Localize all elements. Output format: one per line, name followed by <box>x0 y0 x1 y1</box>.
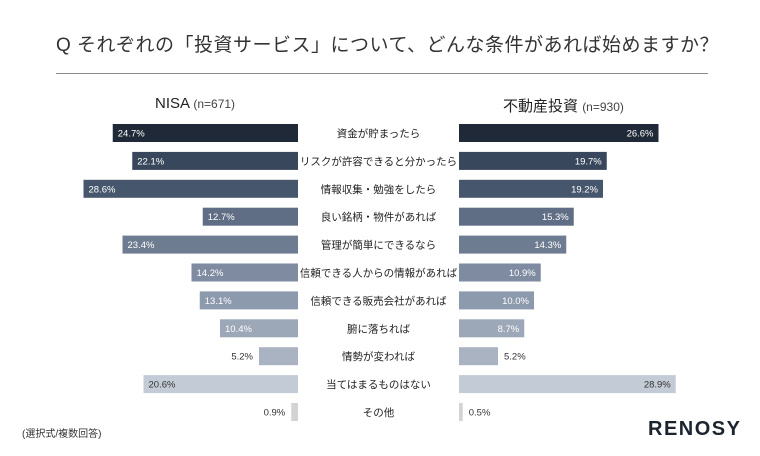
category-label: 資金が貯まったら <box>337 127 421 140</box>
question-title: Q それぞれの「投資サービス」について、どんな条件があれば始めますか？ <box>56 35 720 56</box>
nisa-bar <box>291 403 298 421</box>
category-label: 情勢が変われば <box>342 350 415 363</box>
real-estate-value-label: 14.3% <box>534 240 561 251</box>
real-estate-bar <box>459 375 676 394</box>
real-estate-value-label: 26.6% <box>627 129 654 140</box>
real-estate-value-label: 19.2% <box>571 184 598 195</box>
nisa-value-label: 28.6% <box>89 184 116 195</box>
real-estate-bar <box>459 319 525 338</box>
nisa-value-label: 14.2% <box>197 268 224 279</box>
real-estate-value-label: 10.0% <box>502 296 529 307</box>
real-estate-bar <box>459 235 567 254</box>
nisa-bar <box>122 235 298 254</box>
category-label: リスクが許容できると分かったら <box>300 155 457 168</box>
real-estate-bar <box>459 263 541 282</box>
real-estate-header-n: (n=930) <box>582 100 624 114</box>
renosy-logo: RENOSY <box>648 418 742 440</box>
footnote: (選択式/複数回答) <box>22 429 102 440</box>
nisa-bar <box>202 207 298 226</box>
real-estate-value-label: 19.7% <box>575 156 602 167</box>
real-estate-bar <box>459 124 659 142</box>
real-estate-value-label: 28.9% <box>644 380 671 391</box>
nisa-header: NISA (n=671) <box>155 95 235 112</box>
nisa-value-label: 10.4% <box>225 324 252 335</box>
nisa-header-name: NISA <box>155 95 190 112</box>
nisa-bar <box>199 291 298 310</box>
nisa-value-label: 20.6% <box>149 380 176 391</box>
real-estate-bar <box>459 291 534 310</box>
nisa-header-n: (n=671) <box>193 97 236 111</box>
category-label: 腑に落ちれば <box>347 322 410 335</box>
nisa-bar <box>259 347 298 366</box>
nisa-value-label: 23.4% <box>128 240 155 251</box>
nisa-bar <box>132 151 298 170</box>
real-estate-bar <box>459 151 607 170</box>
nisa-bar <box>143 375 298 394</box>
category-label: 信頼できる販売会社があれば <box>310 294 447 307</box>
nisa-value-label: 24.7% <box>118 129 145 140</box>
category-label: 情報収集・勉強をしたら <box>321 183 437 196</box>
category-label: 当てはまるものはない <box>326 378 431 391</box>
real-estate-bar <box>459 403 463 421</box>
real-estate-value-label: 15.3% <box>542 212 569 223</box>
nisa-value-label: 13.1% <box>205 296 232 307</box>
nisa-bar <box>83 179 298 198</box>
category-label: 管理が簡単にできるなら <box>321 239 436 252</box>
real-estate-bar <box>459 207 574 226</box>
nisa-value-label: 0.9% <box>264 408 286 419</box>
nisa-value-label: 5.2% <box>231 352 253 363</box>
real-estate-header-name: 不動産投資 <box>503 98 579 115</box>
real-estate-bar <box>459 179 603 198</box>
category-label: その他 <box>363 406 395 419</box>
real-estate-bar <box>459 347 498 366</box>
real-estate-value-label: 8.7% <box>498 324 520 335</box>
nisa-bar <box>112 124 298 142</box>
real-estate-value-label: 0.5% <box>469 408 491 419</box>
nisa-value-label: 12.7% <box>208 212 235 223</box>
category-label: 良い銘柄・物件があれば <box>321 211 437 224</box>
real-estate-header: 不動産投資 (n=930) <box>503 95 624 116</box>
real-estate-value-label: 5.2% <box>504 352 526 363</box>
category-label: 信頼できる人からの情報があれば <box>300 267 458 280</box>
nisa-bar <box>220 319 298 338</box>
nisa-bar <box>191 263 298 282</box>
title-divider <box>56 73 708 74</box>
nisa-value-label: 22.1% <box>137 156 164 167</box>
real-estate-value-label: 10.9% <box>509 268 536 279</box>
